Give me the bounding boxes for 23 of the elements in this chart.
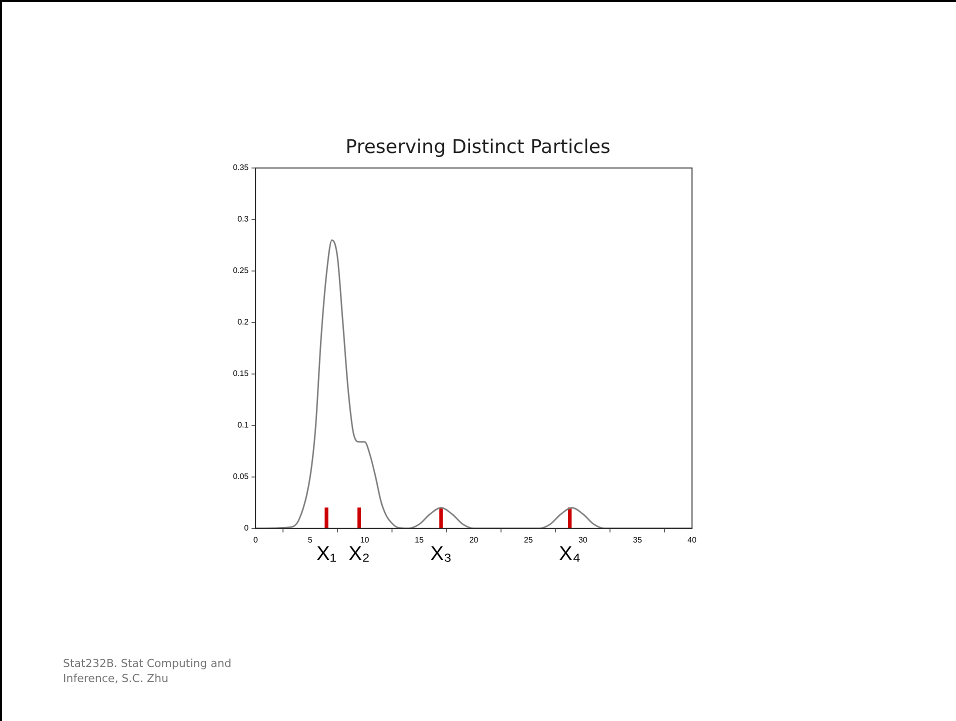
y-tick-label: 0.1: [237, 420, 250, 430]
x-tick-label: 25: [524, 535, 534, 544]
x-tick-label: 40: [688, 535, 697, 544]
y-tick-label: 0.3: [237, 214, 250, 224]
x-tick-label: 10: [360, 535, 370, 544]
annotation: X₄: [559, 542, 581, 565]
y-tick-label: 0.2: [237, 318, 250, 327]
x-tick-label: 0: [253, 535, 258, 544]
x-tick-label: 30: [578, 535, 588, 544]
text: Stat232B. Stat Computing and Inference, S.C. Zhu: [63, 656, 232, 686]
y-tick-label: 0.25: [232, 266, 250, 276]
annotation: X₂: [348, 542, 370, 565]
y-tick-label: 0.05: [232, 472, 250, 482]
y-tick-label: 0.15: [232, 369, 250, 378]
annotation: X₁: [316, 542, 337, 565]
annotation: X₃: [430, 542, 452, 565]
y-tick-label: 0.35: [232, 163, 250, 172]
chart-title: Preserving Distinct Particles: [344, 136, 612, 158]
x-tick-label: 15: [414, 535, 424, 544]
x-tick-label: 35: [632, 535, 642, 544]
y-tick-label: 0: [244, 524, 250, 533]
x-tick-label: 20: [469, 535, 479, 544]
x-tick-label: 5: [308, 535, 313, 544]
